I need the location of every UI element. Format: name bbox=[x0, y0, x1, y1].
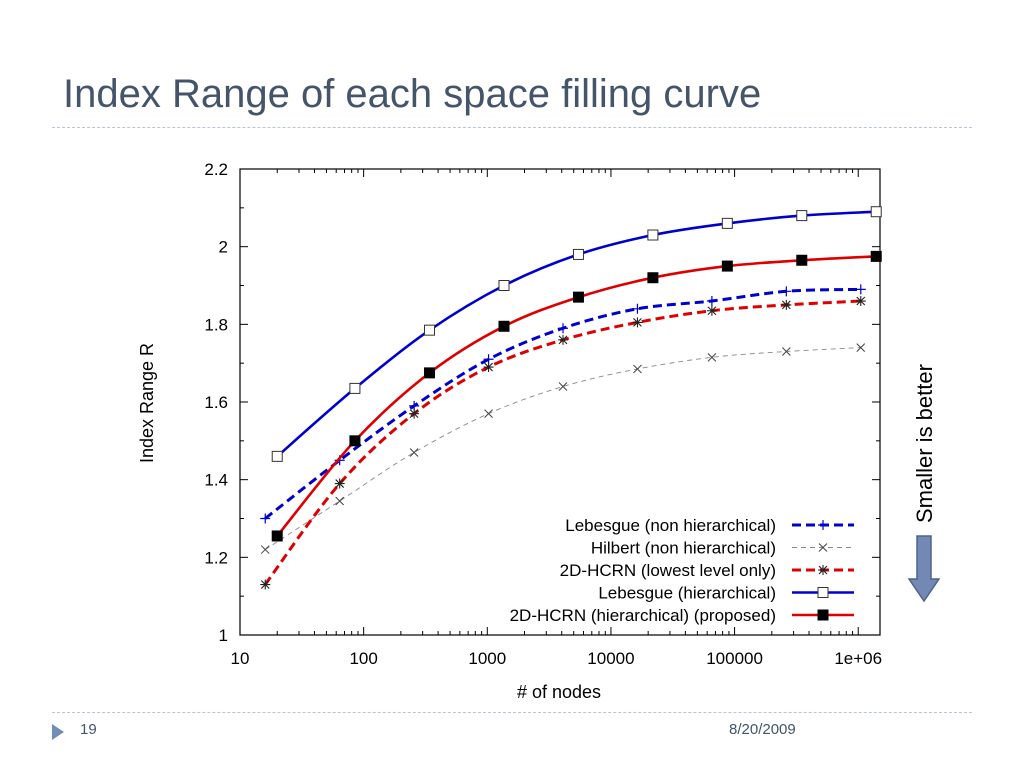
open-square-marker bbox=[498, 280, 510, 291]
y-tick-label: 2 bbox=[219, 238, 228, 257]
open-square-marker bbox=[817, 587, 829, 598]
footer-triangle-icon bbox=[52, 724, 64, 740]
footer-divider bbox=[52, 712, 972, 713]
series-line bbox=[264, 347, 861, 550]
star-marker bbox=[483, 362, 494, 373]
filled-square-marker bbox=[817, 609, 829, 621]
y-tick-label: 1.8 bbox=[204, 315, 228, 334]
y-tick-label: 1 bbox=[219, 626, 228, 645]
y-tick-label: 1.2 bbox=[204, 548, 228, 567]
x-marker bbox=[484, 409, 493, 419]
star-marker bbox=[855, 296, 866, 307]
slide-title: Index Range of each space filling curve bbox=[63, 72, 762, 116]
star-marker bbox=[632, 317, 643, 328]
filled-square-marker bbox=[870, 250, 882, 262]
open-square-marker bbox=[271, 450, 283, 462]
plus-marker bbox=[632, 303, 643, 314]
x-tick-label: 100000 bbox=[706, 649, 763, 668]
x-axis-label: # of nodes bbox=[517, 682, 601, 702]
x-tick-label: 10 bbox=[231, 649, 250, 668]
open-square-marker bbox=[572, 248, 584, 260]
open-square-marker bbox=[647, 229, 659, 241]
legend-label: Lebesgue (hierarchical) bbox=[598, 584, 776, 603]
filled-square-marker bbox=[424, 367, 436, 379]
filled-square-marker bbox=[647, 272, 659, 284]
x-marker bbox=[633, 364, 642, 374]
index-range-chart: 10 100 1000 10000 100000 1e+06 1 1.2 1.4 1.6 1.8 2 2… bbox=[137, 160, 882, 702]
down-arrow-icon bbox=[908, 535, 940, 603]
filled-square-marker bbox=[721, 260, 733, 272]
chart-legend: Lebesgue (non hierarchical) Hilbert (non … bbox=[510, 516, 854, 625]
slide-number: 19 bbox=[80, 721, 97, 738]
open-square-marker bbox=[424, 324, 436, 336]
y-tick-label: 2.2 bbox=[204, 160, 228, 179]
star-marker bbox=[781, 299, 792, 310]
filled-square-marker bbox=[349, 435, 361, 447]
star-marker bbox=[558, 334, 569, 345]
x-marker bbox=[781, 347, 791, 356]
x-marker bbox=[409, 448, 419, 457]
filled-square-marker bbox=[498, 320, 510, 332]
x-tick-label: 1000 bbox=[468, 649, 506, 668]
x-marker bbox=[558, 382, 568, 391]
open-square-marker bbox=[796, 210, 808, 222]
legend-label: Hilbert (non hierarchical) bbox=[591, 539, 776, 558]
x-tick-label: 10000 bbox=[587, 649, 634, 668]
filled-square-marker bbox=[572, 291, 584, 303]
filled-square-marker bbox=[271, 530, 283, 542]
x-tick-label: 100 bbox=[349, 649, 377, 668]
plus-marker bbox=[558, 323, 569, 334]
plus-marker bbox=[706, 296, 717, 307]
title-divider bbox=[52, 127, 972, 128]
legend-label: 2D-HCRN (hierarchical) (proposed) bbox=[510, 606, 776, 625]
series-line bbox=[264, 287, 861, 520]
star-marker bbox=[706, 305, 717, 316]
star-marker bbox=[260, 579, 271, 590]
y-tick-label: 1.6 bbox=[204, 393, 228, 412]
plus-marker bbox=[260, 513, 271, 524]
chart-axes: 10 100 1000 10000 100000 1e+06 1 1.2 1.4 1.6 1.8 2 2… bbox=[204, 160, 882, 668]
x-marker bbox=[260, 545, 270, 554]
star-marker bbox=[334, 478, 345, 489]
smaller-is-better-note: Smaller is better bbox=[912, 364, 937, 523]
legend-label: Lebesgue (non hierarchical) bbox=[565, 516, 776, 535]
y-tick-label: 1.4 bbox=[204, 471, 228, 490]
x-tick-label: 1e+06 bbox=[834, 649, 882, 668]
y-axis-label: Index Range R bbox=[137, 343, 157, 463]
filled-square-marker bbox=[796, 254, 808, 266]
x-marker bbox=[707, 352, 717, 362]
x-marker bbox=[818, 543, 828, 552]
plus-marker bbox=[855, 284, 866, 295]
open-square-marker bbox=[721, 217, 733, 229]
slide-date: 8/20/2009 bbox=[729, 721, 796, 738]
open-square-marker bbox=[349, 382, 361, 394]
plus-marker bbox=[781, 286, 792, 297]
x-marker bbox=[856, 343, 866, 352]
plus-marker bbox=[818, 520, 828, 530]
legend-label: 2D-HCRN (lowest level only) bbox=[560, 561, 776, 580]
series-line bbox=[263, 299, 861, 586]
star-marker bbox=[409, 408, 420, 419]
series-line bbox=[276, 210, 877, 458]
open-square-marker bbox=[870, 206, 882, 218]
chart-series bbox=[260, 206, 882, 590]
x-marker bbox=[335, 496, 345, 506]
star-marker bbox=[818, 565, 828, 575]
